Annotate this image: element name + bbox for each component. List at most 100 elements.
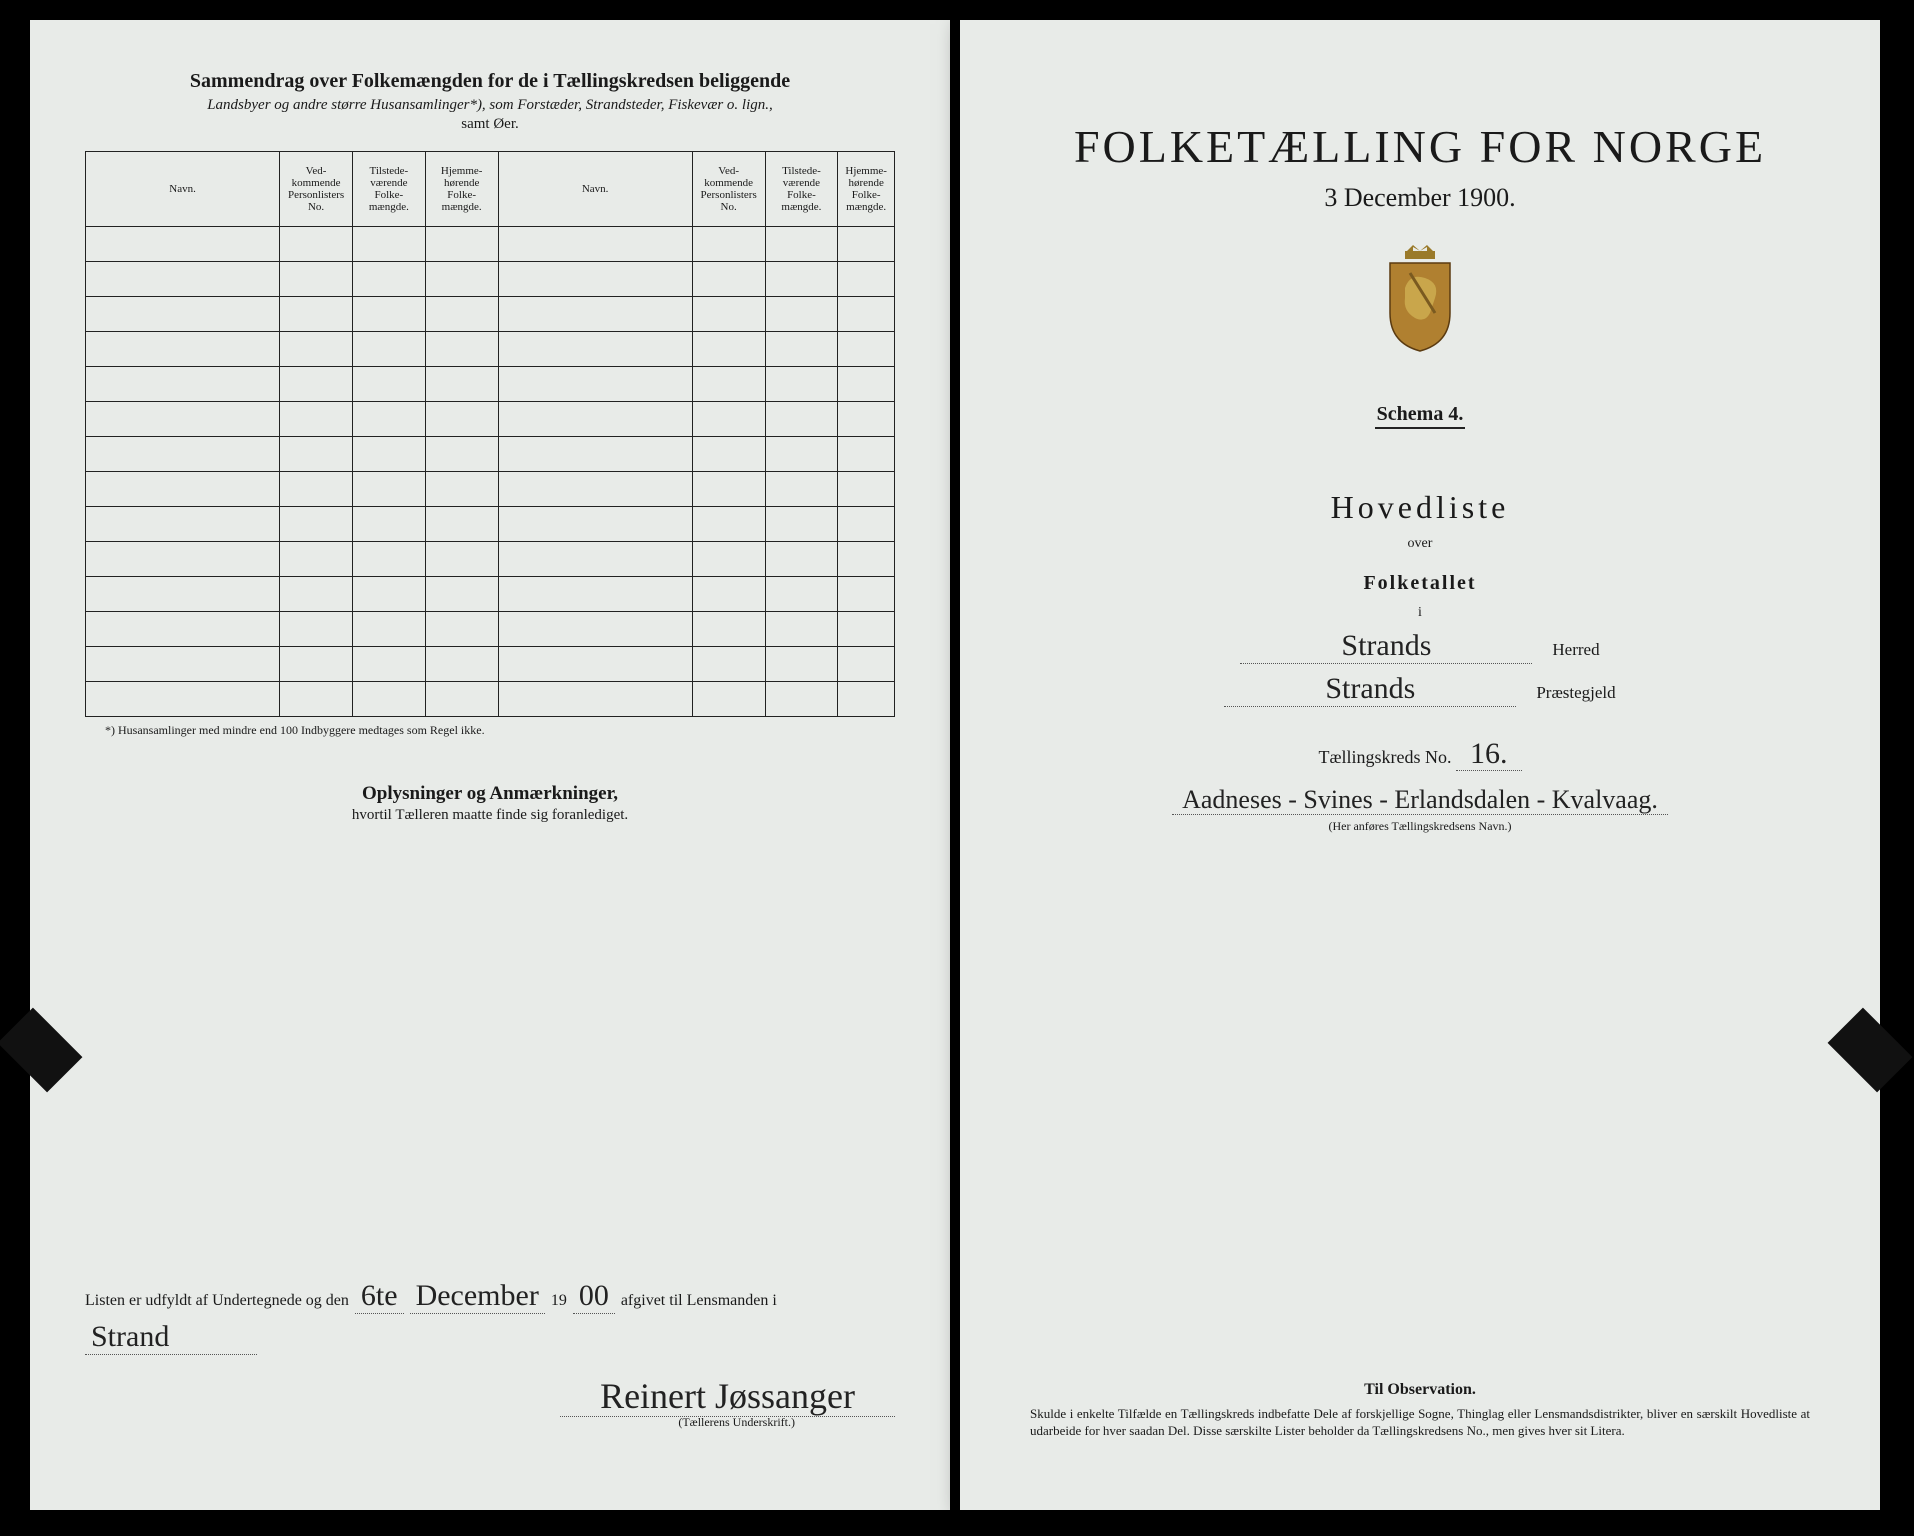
table-cell: [280, 647, 353, 682]
table-cell: [692, 227, 765, 262]
signature-line: Listen er udfyldt af Undertegnede og den…: [85, 1279, 895, 1355]
table-cell: [498, 262, 692, 297]
table-cell: [86, 437, 280, 472]
sig-place: Strand: [85, 1320, 257, 1355]
table-cell: [352, 297, 425, 332]
table-cell: [425, 577, 498, 612]
table-cell: [692, 542, 765, 577]
table-cell: [280, 507, 353, 542]
table-cell: [765, 332, 838, 367]
table-cell: [498, 402, 692, 437]
th-present-1: Tilstede- værende Folke- mængde.: [352, 152, 425, 227]
table-cell: [352, 612, 425, 647]
table-cell: [425, 647, 498, 682]
table-cell: [765, 507, 838, 542]
table-cell: [86, 297, 280, 332]
table-cell: [86, 612, 280, 647]
table-cell: [838, 262, 895, 297]
table-cell: [765, 402, 838, 437]
table-row: [86, 402, 895, 437]
table-row: [86, 542, 895, 577]
signature-name: Reinert Jøssanger: [560, 1376, 895, 1417]
table-cell: [838, 227, 895, 262]
table-cell: [352, 437, 425, 472]
remarks-title: Oplysninger og Anmærkninger,: [85, 783, 895, 805]
table-row: [86, 227, 895, 262]
table-cell: [86, 682, 280, 717]
table-cell: [86, 367, 280, 402]
table-cell: [280, 612, 353, 647]
table-cell: [838, 402, 895, 437]
table-cell: [765, 297, 838, 332]
table-cell: [765, 227, 838, 262]
table-cell: [765, 367, 838, 402]
th-name-2: Navn.: [498, 152, 692, 227]
table-cell: [498, 507, 692, 542]
sig-day: 6te: [355, 1279, 404, 1314]
table-cell: [838, 647, 895, 682]
coat-of-arms-icon: [1375, 243, 1465, 353]
left-subtitle: Landsbyer og andre større Husansamlinger…: [85, 97, 895, 114]
table-cell: [280, 682, 353, 717]
th-name-1: Navn.: [86, 152, 280, 227]
table-cell: [838, 297, 895, 332]
table-cell: [498, 542, 692, 577]
table-cell: [86, 542, 280, 577]
table-cell: [765, 577, 838, 612]
kreds-caption: (Her anføres Tællingskredsens Navn.): [1030, 819, 1810, 834]
table-cell: [692, 297, 765, 332]
table-cell: [838, 682, 895, 717]
signature-name-wrap: Reinert Jøssanger (Tællerens Underskrift…: [85, 1375, 895, 1430]
table-header-row: Navn. Ved- kommende Personlisters No. Ti…: [86, 152, 895, 227]
table-row: [86, 367, 895, 402]
herred-label: Herred: [1552, 640, 1599, 660]
table-cell: [352, 367, 425, 402]
table-cell: [765, 647, 838, 682]
table-cell: [498, 437, 692, 472]
kreds-description: Aadneses - Svines - Erlandsdalen - Kvalv…: [1172, 785, 1668, 815]
left-title: Sammendrag over Folkemængden for de i Tæ…: [85, 70, 895, 93]
table-row: [86, 612, 895, 647]
table-cell: [498, 612, 692, 647]
table-cell: [498, 682, 692, 717]
table-cell: [498, 647, 692, 682]
table-cell: [498, 227, 692, 262]
table-cell: [352, 332, 425, 367]
table-cell: [280, 402, 353, 437]
table-cell: [425, 507, 498, 542]
table-cell: [838, 437, 895, 472]
table-cell: [765, 437, 838, 472]
table-cell: [280, 367, 353, 402]
sig-year: 00: [573, 1279, 615, 1314]
table-cell: [838, 332, 895, 367]
over-label: over: [1030, 536, 1810, 552]
table-cell: [280, 227, 353, 262]
right-page: FOLKETÆLLING FOR NORGE 3 December 1900. …: [960, 20, 1880, 1510]
table-cell: [692, 367, 765, 402]
table-cell: [280, 472, 353, 507]
kreds-desc-row: Aadneses - Svines - Erlandsdalen - Kvalv…: [1030, 785, 1810, 815]
table-cell: [86, 402, 280, 437]
table-cell: [425, 682, 498, 717]
table-row: [86, 262, 895, 297]
table-cell: [352, 542, 425, 577]
schema-label: Schema 4.: [1375, 403, 1466, 429]
table-cell: [352, 507, 425, 542]
signature-caption: (Tællerens Underskrift.): [85, 1415, 895, 1430]
binder-clip-left: [0, 1008, 82, 1093]
table-footnote: *) Husansamlinger med mindre end 100 Ind…: [85, 723, 895, 738]
table-cell: [498, 472, 692, 507]
table-cell: [838, 577, 895, 612]
table-cell: [498, 577, 692, 612]
table-cell: [280, 577, 353, 612]
table-cell: [425, 297, 498, 332]
table-cell: [498, 332, 692, 367]
th-resident-2: Hjemme- hørende Folke- mængde.: [838, 152, 895, 227]
table-cell: [86, 332, 280, 367]
kreds-label: Tællingskreds No.: [1319, 747, 1452, 767]
book-spread: Sammendrag over Folkemængden for de i Tæ…: [0, 0, 1914, 1536]
herred-value: Strands: [1240, 629, 1532, 664]
table-row: [86, 297, 895, 332]
sig-month: December: [410, 1279, 545, 1314]
th-persno-2: Ved- kommende Personlisters No.: [692, 152, 765, 227]
